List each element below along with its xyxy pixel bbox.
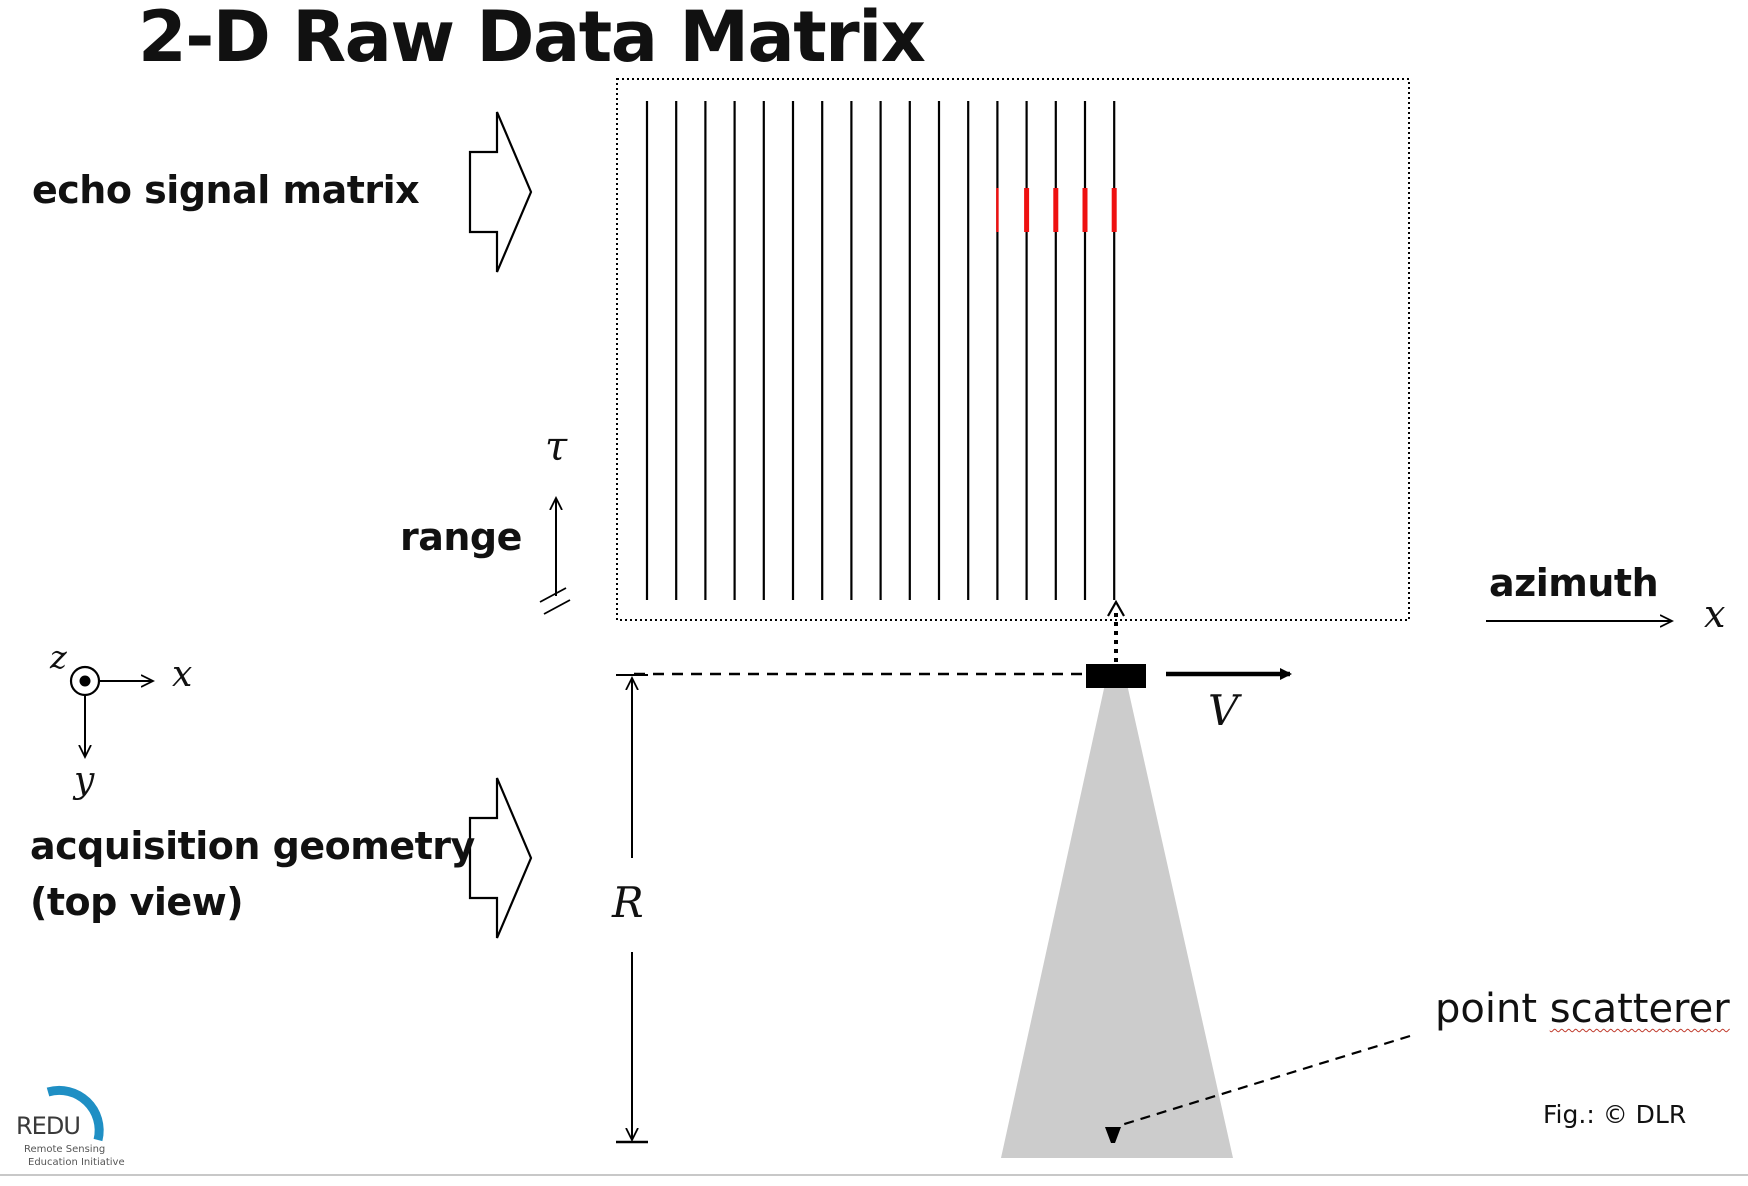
antenna-beam [1001, 684, 1233, 1158]
logo-subtitle-line1: Remote Sensing [24, 1144, 106, 1155]
sar-platform-icon [1086, 664, 1146, 688]
acquisition-geometry-label: acquisition geometry [30, 824, 475, 868]
range-label: range [400, 515, 522, 559]
z-axis-symbol: z [50, 638, 67, 676]
point-scatterer-label: point scatterer [1435, 986, 1730, 1032]
echo-matrix-border [616, 78, 1410, 621]
slide-title: 2-D Raw Data Matrix [138, 0, 926, 78]
range-break-mark-1 [539, 587, 567, 603]
range-break-mark-2 [543, 599, 571, 615]
logo-name: REDU [16, 1112, 81, 1140]
z-axis-dot-icon [79, 675, 91, 687]
y-axis-symbol: y [74, 760, 95, 801]
echo-signal-matrix-label: echo signal matrix [32, 168, 420, 212]
platform-to-matrix-arrowhead-icon [1107, 599, 1125, 617]
range-distance-symbol: R [612, 878, 644, 927]
echo-lines [645, 101, 1117, 600]
azimuth-label: azimuth [1489, 561, 1659, 605]
scatterer-word: scatterer [1549, 986, 1730, 1032]
tau-symbol: τ [545, 424, 568, 470]
echo-hollow-arrow-icon [468, 111, 533, 273]
azimuth-x-symbol: x [1704, 592, 1726, 636]
figure-credit: Fig.: © DLR [1543, 1100, 1687, 1129]
velocity-symbol: V [1208, 686, 1239, 735]
redu-logo-icon [46, 1085, 104, 1142]
top-view-label: (top view) [30, 880, 244, 924]
x-axis-symbol: x [172, 654, 193, 695]
geometry-hollow-arrow-icon [468, 777, 533, 939]
point-scatterer-icon [1105, 1127, 1121, 1143]
logo-subtitle-line2: Education Initiative [28, 1157, 125, 1168]
bottom-rule [0, 1174, 1748, 1176]
